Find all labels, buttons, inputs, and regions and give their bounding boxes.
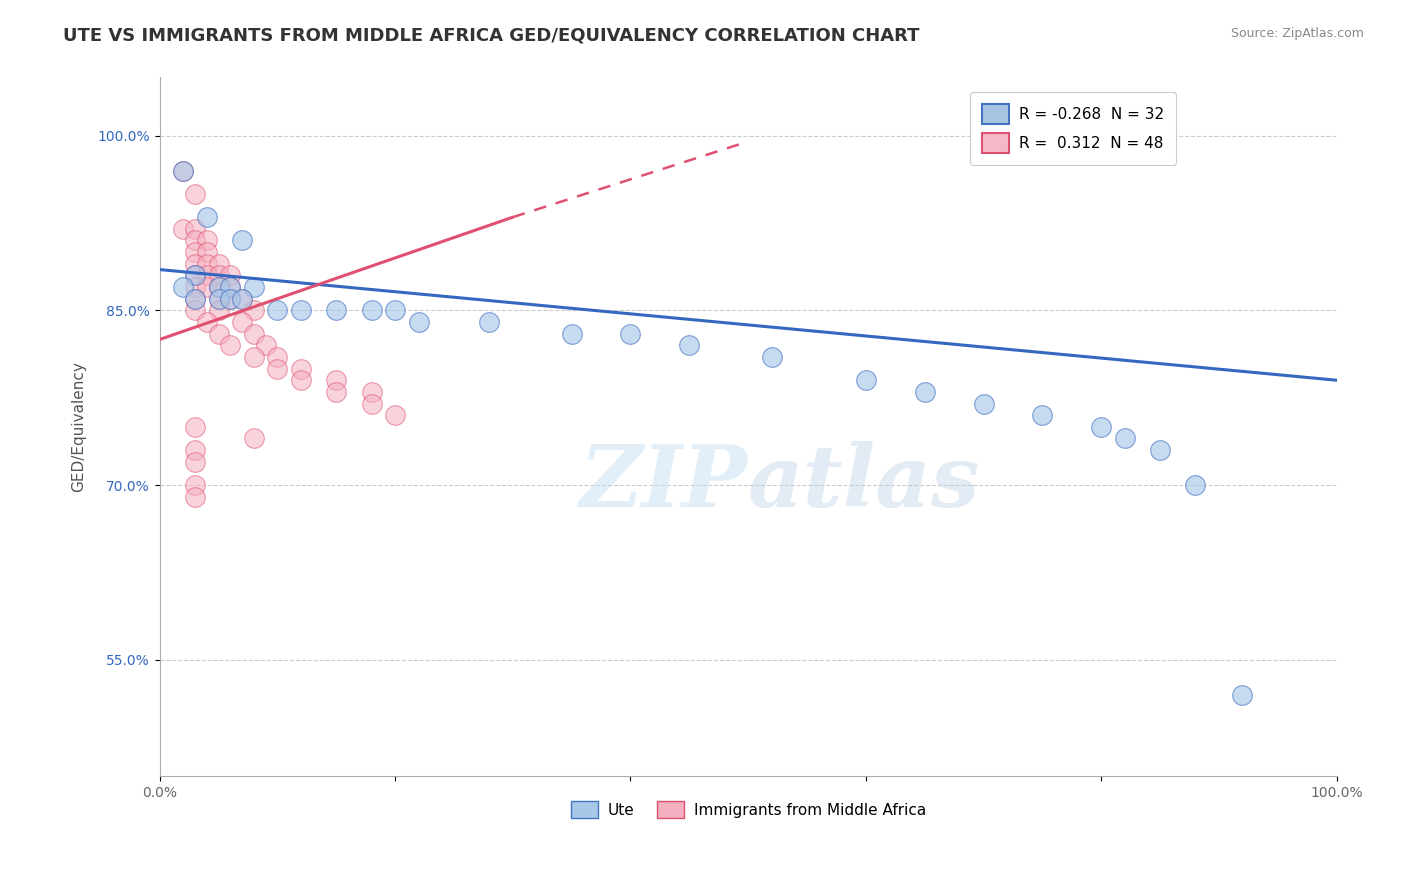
Point (478, 315, 501, 329)
Point (1232, 688, 1254, 702)
Point (184, 234, 207, 248)
Point (184, 303, 207, 318)
Point (243, 280, 266, 294)
Point (266, 303, 288, 318)
Text: ZIP: ZIP (581, 441, 748, 524)
Point (254, 338, 277, 352)
Point (184, 257, 207, 271)
Point (207, 280, 229, 294)
Point (243, 326, 266, 341)
Point (231, 315, 253, 329)
Point (172, 222, 194, 236)
Point (1031, 408, 1053, 422)
Point (243, 303, 266, 318)
Point (207, 326, 229, 341)
Point (290, 361, 312, 376)
Point (678, 338, 700, 352)
Point (184, 245, 207, 260)
Point (195, 315, 218, 329)
Point (1090, 419, 1112, 434)
Point (219, 280, 242, 294)
Point (384, 303, 406, 318)
Text: atlas: atlas (748, 441, 980, 524)
Point (195, 234, 218, 248)
Point (184, 419, 207, 434)
Point (325, 303, 347, 318)
Point (408, 315, 430, 329)
Point (561, 326, 583, 341)
Point (207, 303, 229, 318)
Point (195, 210, 218, 224)
Point (231, 292, 253, 306)
Point (243, 432, 266, 446)
Point (219, 292, 242, 306)
Point (184, 186, 207, 201)
Point (219, 268, 242, 283)
Point (207, 292, 229, 306)
Point (231, 292, 253, 306)
Point (1149, 443, 1171, 458)
Legend: Ute, Immigrants from Middle Africa: Ute, Immigrants from Middle Africa (564, 795, 932, 824)
Point (184, 268, 207, 283)
Point (219, 292, 242, 306)
Point (219, 338, 242, 352)
Point (207, 292, 229, 306)
Point (973, 396, 995, 410)
Point (761, 350, 783, 364)
Point (195, 245, 218, 260)
Point (290, 303, 312, 318)
Point (207, 268, 229, 283)
Point (184, 443, 207, 458)
Y-axis label: GED/Equivalency: GED/Equivalency (72, 361, 86, 492)
Point (360, 384, 382, 399)
Point (619, 326, 641, 341)
Point (184, 280, 207, 294)
Point (184, 455, 207, 469)
Point (325, 384, 347, 399)
Point (855, 373, 877, 387)
Point (184, 478, 207, 492)
Text: UTE VS IMMIGRANTS FROM MIDDLE AFRICA GED/EQUIVALENCY CORRELATION CHART: UTE VS IMMIGRANTS FROM MIDDLE AFRICA GED… (63, 27, 920, 45)
Point (207, 280, 229, 294)
Point (243, 350, 266, 364)
Point (266, 361, 288, 376)
Point (184, 222, 207, 236)
Point (384, 408, 406, 422)
Point (325, 373, 347, 387)
Point (360, 396, 382, 410)
Point (1114, 432, 1136, 446)
Point (172, 280, 194, 294)
Point (184, 268, 207, 283)
Point (184, 490, 207, 504)
Point (184, 292, 207, 306)
Point (172, 163, 194, 178)
Point (195, 268, 218, 283)
Point (266, 350, 288, 364)
Point (184, 292, 207, 306)
Point (219, 280, 242, 294)
Point (914, 384, 936, 399)
Point (290, 373, 312, 387)
Point (207, 257, 229, 271)
Point (231, 234, 253, 248)
Point (360, 303, 382, 318)
Point (195, 280, 218, 294)
Point (172, 163, 194, 178)
Text: Source: ZipAtlas.com: Source: ZipAtlas.com (1230, 27, 1364, 40)
Point (1184, 478, 1206, 492)
Point (195, 257, 218, 271)
